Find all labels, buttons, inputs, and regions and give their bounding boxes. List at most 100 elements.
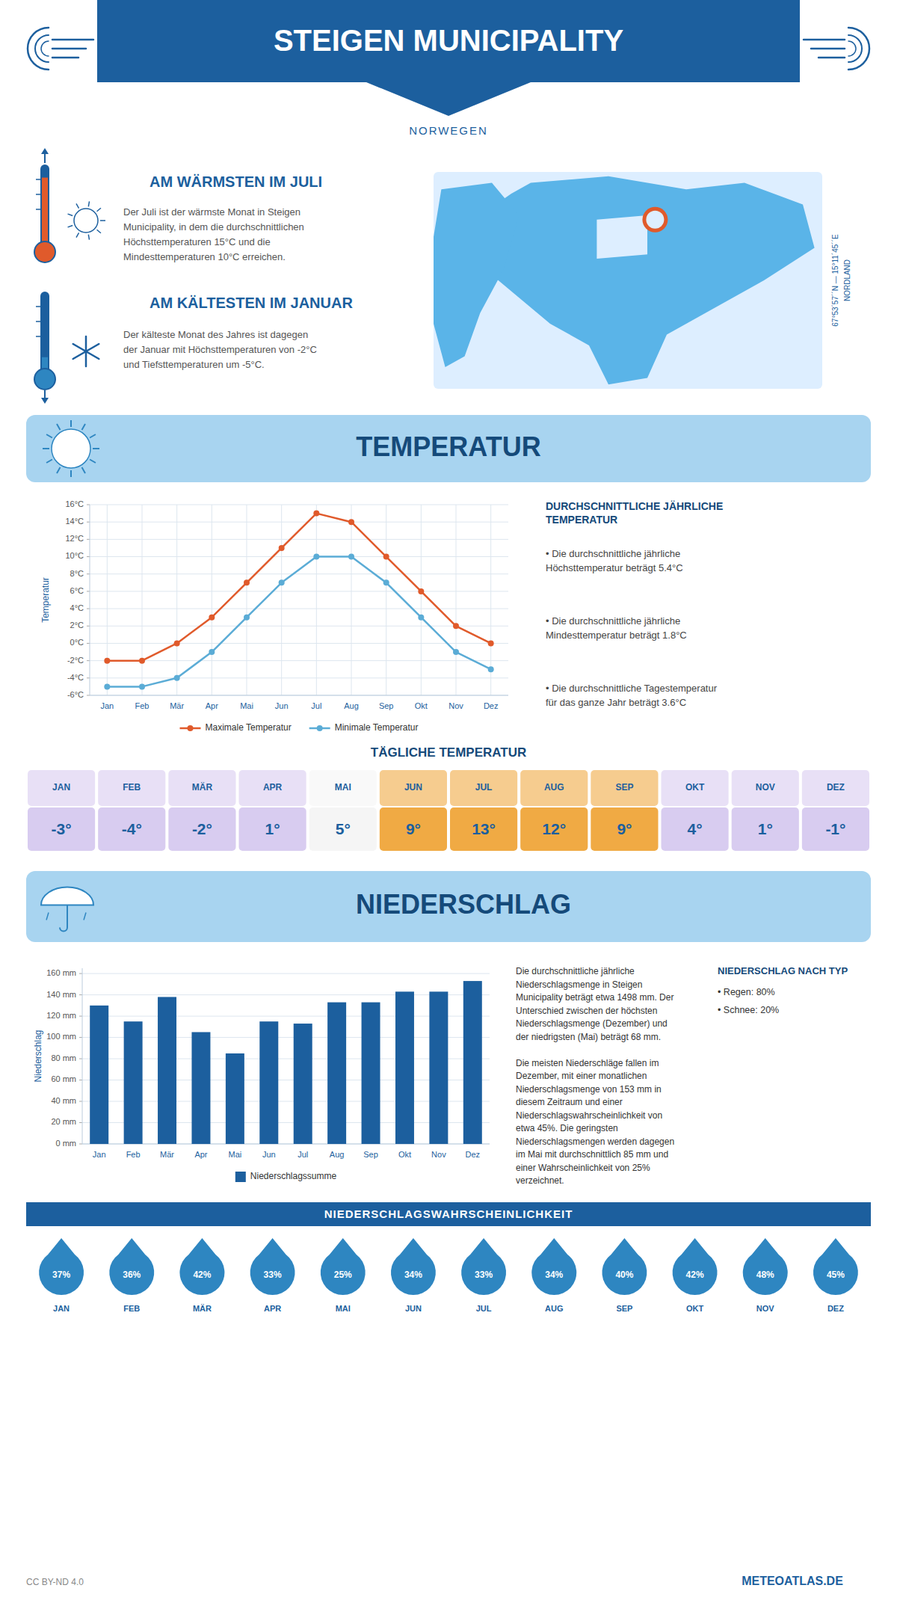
grid-line bbox=[89, 590, 509, 592]
tick-mark bbox=[86, 695, 90, 696]
series-point bbox=[278, 544, 285, 551]
probability-month: MAI bbox=[335, 1303, 351, 1313]
wind-icon bbox=[27, 27, 94, 70]
x-tick-label: Nov bbox=[431, 1149, 447, 1159]
series-point bbox=[103, 683, 110, 690]
text-line: Niederschlagsmengen werden dagegen bbox=[515, 1136, 675, 1147]
table-month: JAN bbox=[52, 781, 71, 793]
sun-ray bbox=[88, 201, 89, 207]
table-header-cell bbox=[449, 769, 518, 806]
world-map bbox=[433, 171, 823, 389]
table-month: AUG bbox=[544, 781, 565, 793]
precipitation-notes: Die durchschnittliche jährlicheNiedersch… bbox=[515, 965, 848, 1186]
raindrop bbox=[320, 1237, 366, 1295]
tick-label: 40 mm bbox=[50, 1095, 77, 1105]
arrow-head bbox=[41, 397, 49, 404]
grid-line bbox=[455, 504, 457, 696]
tick-label: -2°C bbox=[67, 655, 84, 665]
tick-mark bbox=[79, 1079, 83, 1081]
sun-ray bbox=[68, 224, 74, 227]
legend: Niederschlagssumme bbox=[235, 1170, 338, 1182]
probability-month: NOV bbox=[756, 1303, 776, 1313]
series-line bbox=[106, 513, 491, 661]
tick-label: 12°C bbox=[65, 533, 84, 543]
tick-label: 6°C bbox=[70, 586, 85, 596]
series-point bbox=[452, 648, 459, 655]
thermometer-bulb bbox=[35, 242, 55, 262]
notes-title: NIEDERSCHLAG NACH TYP bbox=[717, 965, 848, 977]
text-line: einer Wahrscheinlichkeit von 25% bbox=[515, 1162, 651, 1173]
series-point bbox=[348, 518, 355, 525]
sun-ray bbox=[88, 234, 89, 240]
data-label: -4° bbox=[121, 820, 143, 838]
x-tick-label: Mai bbox=[228, 1149, 243, 1159]
tick-mark bbox=[86, 521, 90, 523]
x-tick-label: Sep bbox=[378, 701, 394, 711]
bar bbox=[361, 1002, 381, 1144]
x-tick-label: Jun bbox=[262, 1149, 276, 1159]
header-banner bbox=[97, 0, 800, 83]
tick-label: 120 mm bbox=[46, 1010, 77, 1020]
wind-line bbox=[818, 56, 845, 60]
series-point bbox=[417, 588, 424, 595]
sun-ray bbox=[46, 434, 53, 439]
text-line: • Die durchschnittliche jährliche bbox=[545, 547, 681, 560]
series-point bbox=[174, 674, 181, 681]
bar bbox=[259, 1021, 279, 1144]
section-title: TEMPERATUR bbox=[355, 431, 541, 462]
thermometer-bulb-outline bbox=[33, 240, 57, 264]
tick-mark bbox=[79, 1101, 83, 1102]
raindrop bbox=[672, 1237, 718, 1295]
notes-bullet: • Schnee: 20% bbox=[717, 1004, 779, 1016]
x-tick-label: Feb bbox=[135, 701, 150, 711]
series-point bbox=[488, 666, 495, 673]
data-label: 4° bbox=[687, 820, 703, 838]
umbrella-canopy bbox=[41, 887, 94, 906]
subtitle: NORWEGEN bbox=[408, 124, 489, 137]
table-month: OKT bbox=[685, 781, 705, 793]
text-line: Der Juli ist der wärmste Monat in Steige… bbox=[123, 206, 301, 218]
table-header-cell bbox=[97, 769, 166, 806]
thermometer-tube bbox=[40, 291, 50, 379]
grid-line bbox=[316, 504, 317, 696]
text-line: diesem Zeitraum und einer bbox=[515, 1096, 623, 1108]
data-label: 45% bbox=[826, 1269, 845, 1280]
series-point bbox=[243, 614, 250, 621]
raindrop bbox=[461, 1237, 507, 1295]
sun-ray bbox=[89, 459, 96, 464]
table-value-cell bbox=[661, 807, 729, 851]
section-title: NIEDERSCHLAG bbox=[355, 888, 572, 920]
tick-mark bbox=[79, 1036, 83, 1038]
tick-mark bbox=[86, 590, 90, 592]
tick-mark bbox=[79, 973, 83, 974]
snowflake-icon bbox=[73, 336, 100, 367]
x-tick-label: Okt bbox=[398, 1149, 412, 1159]
data-label: 25% bbox=[334, 1269, 353, 1280]
sun-ray bbox=[56, 423, 61, 430]
data-label: 42% bbox=[686, 1269, 705, 1280]
grid-line bbox=[89, 608, 509, 610]
probability-title: NIEDERSCHLAGSWAHRSCHEINLICHKEIT bbox=[324, 1207, 574, 1220]
wind-line bbox=[811, 47, 845, 51]
footer-source: METEOATLAS.DE bbox=[741, 1574, 844, 1587]
x-tick-label: Jun bbox=[275, 701, 289, 711]
probability-row: NIEDERSCHLAGSWAHRSCHEINLICHKEIT37%JAN36%… bbox=[26, 1201, 871, 1313]
warm-heading: AM WÄRMSTEN IM JULI bbox=[149, 173, 323, 190]
grid-line bbox=[420, 504, 422, 696]
sun-disc bbox=[51, 429, 91, 468]
series-point bbox=[313, 553, 320, 560]
table-header-cell bbox=[590, 769, 658, 806]
map-land bbox=[472, 176, 815, 385]
header: STEIGEN MUNICIPALITYNORWEGEN bbox=[27, 0, 870, 137]
x-tick-label: Feb bbox=[126, 1149, 141, 1159]
tick-mark bbox=[86, 556, 90, 557]
sun-ray bbox=[42, 447, 50, 450]
table-month: NOV bbox=[755, 781, 776, 793]
bar bbox=[191, 1031, 211, 1144]
data-label: 48% bbox=[756, 1269, 775, 1280]
thermometer-tick bbox=[35, 208, 41, 211]
x-tick-label: Mär bbox=[159, 1149, 175, 1159]
cold-heading: AM KÄLTESTEN IM JANUAR bbox=[149, 294, 353, 311]
tick-label: 80 mm bbox=[50, 1053, 77, 1063]
table-value-cell bbox=[168, 807, 236, 851]
